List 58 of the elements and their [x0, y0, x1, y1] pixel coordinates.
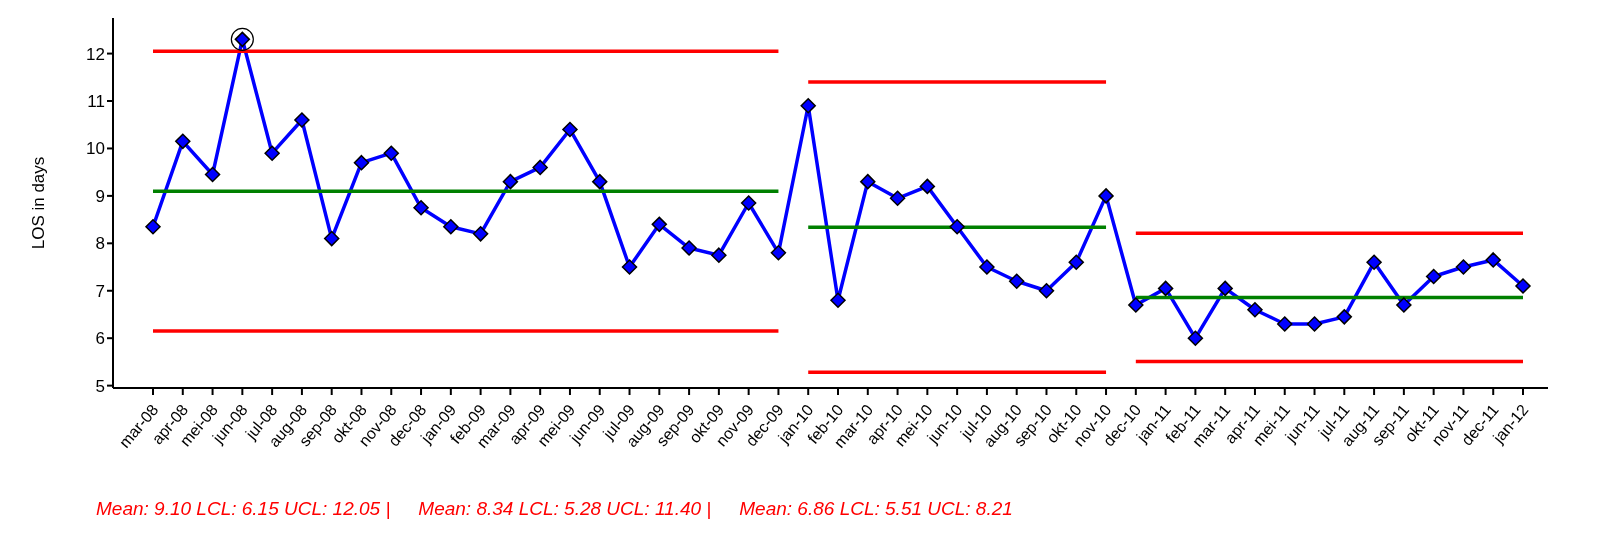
point: [949, 218, 965, 235]
y-tick-label: 11: [87, 92, 105, 112]
point: [294, 112, 310, 128]
point: [681, 240, 697, 256]
point: [1157, 280, 1174, 297]
point: [740, 195, 757, 211]
point: [383, 145, 400, 161]
point: [1396, 297, 1412, 313]
point: [651, 216, 668, 233]
point: [1128, 297, 1144, 313]
point: [175, 133, 191, 150]
y-tick-label: 6: [95, 329, 105, 349]
point: [1068, 254, 1085, 271]
point: [591, 173, 608, 190]
y-tick-label: 9: [95, 186, 105, 206]
y-axis-title: LOS in days: [29, 156, 49, 250]
point: [1247, 301, 1263, 318]
point: [1515, 278, 1531, 294]
point: [1276, 316, 1293, 332]
y-tick-label: 12: [86, 44, 105, 64]
point: [979, 259, 995, 275]
point: [830, 292, 846, 308]
point: [323, 230, 340, 247]
point: [621, 259, 638, 275]
text: Mean: 6.86 LCL: 5.51 UCL: 8.21: [739, 498, 1013, 520]
point: [502, 173, 519, 190]
point: [204, 166, 221, 183]
text: Mean: 8.34 LCL: 5.28 UCL: 11.40 |: [418, 498, 712, 520]
point: [1336, 309, 1353, 325]
point: [800, 98, 816, 114]
point: [264, 145, 280, 161]
point: [770, 245, 787, 261]
point: [1485, 252, 1501, 268]
point: [532, 159, 548, 176]
point: [1366, 254, 1382, 271]
point: [919, 178, 936, 195]
point: [711, 247, 727, 263]
y-tick-label: 5: [95, 376, 105, 396]
point: [1187, 330, 1204, 346]
y-tick-label: 8: [95, 234, 105, 254]
point: [145, 218, 161, 235]
point: [562, 121, 578, 138]
point: [1425, 268, 1442, 285]
point: [472, 226, 489, 242]
point: [889, 190, 906, 207]
point: [413, 199, 429, 216]
y-tick-label: 7: [95, 281, 105, 301]
point: [443, 218, 459, 235]
point: [1217, 280, 1233, 297]
point: [353, 154, 370, 171]
point: [1098, 188, 1114, 204]
point: [1306, 316, 1323, 332]
y-tick-label: 10: [86, 139, 105, 159]
point: [1008, 273, 1025, 290]
point: [1038, 283, 1055, 299]
text: Mean: 9.10 LCL: 6.15 UCL: 12.05 |: [96, 498, 391, 520]
point: [1455, 259, 1472, 275]
point: [860, 173, 876, 190]
